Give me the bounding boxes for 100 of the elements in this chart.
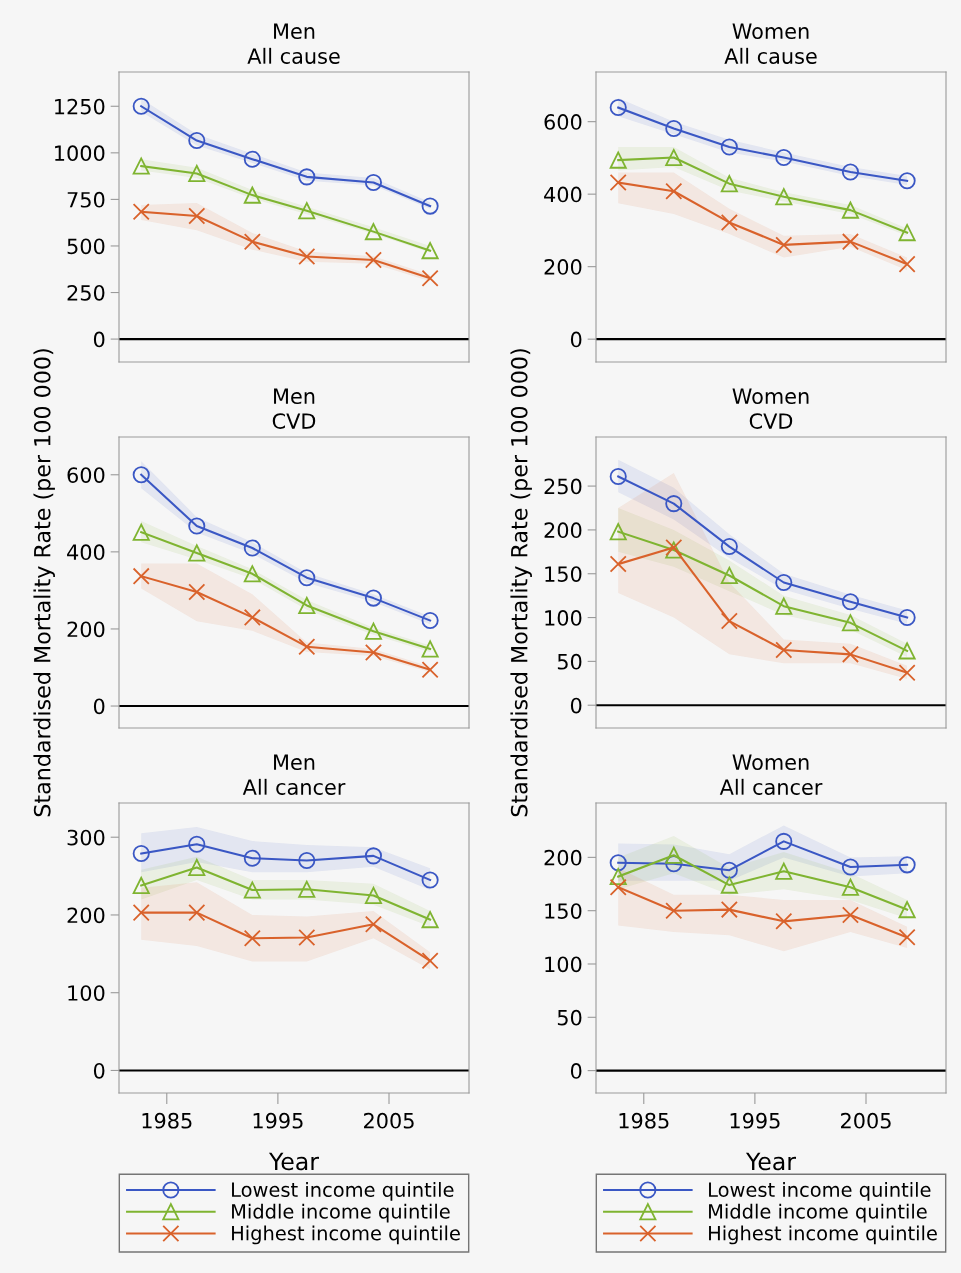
point: [775, 832, 793, 850]
point: [188, 164, 206, 183]
point: [421, 269, 439, 287]
point: [132, 876, 150, 894]
y-tick-label: 250: [67, 284, 105, 301]
point: [898, 901, 916, 919]
point: [720, 138, 738, 156]
x-tick-label: 2005: [364, 1112, 414, 1129]
y-tick-label: 50: [557, 1009, 582, 1026]
point: [609, 555, 627, 573]
chart-title: Women All cause: [724, 23, 817, 64]
point: [898, 224, 916, 242]
point: [720, 612, 738, 630]
legend-label: Highest income quintile: [232, 1225, 460, 1245]
point: [665, 846, 683, 864]
point: [609, 151, 627, 169]
point: [775, 641, 793, 659]
point: [243, 565, 261, 583]
y-tick-label: 200: [67, 907, 105, 924]
point: [364, 886, 382, 905]
point: [720, 175, 738, 193]
point: [720, 876, 738, 894]
point: [609, 174, 627, 192]
point: [132, 523, 150, 541]
point: [188, 517, 206, 535]
point: [720, 901, 738, 919]
y-tick-label: 300: [67, 829, 105, 846]
point: [364, 915, 382, 933]
x-tick-label: 1995: [253, 1112, 303, 1129]
point: [609, 467, 627, 485]
x-axis-title: Year: [745, 1152, 796, 1171]
point: [665, 149, 683, 167]
point: [421, 661, 439, 679]
point: [720, 213, 738, 231]
chart-title: Women All cancer: [719, 754, 823, 795]
point: [298, 851, 316, 870]
y-tick-label: 600: [67, 467, 105, 483]
point: [841, 614, 859, 632]
y-tick-label: 200: [544, 522, 582, 539]
point: [188, 904, 206, 922]
point: [298, 638, 316, 656]
point: [841, 163, 859, 181]
point: [421, 871, 439, 889]
y-tick-label: 600: [544, 114, 582, 130]
y-tick-label: 100: [545, 610, 582, 626]
point: [898, 609, 916, 627]
point: [841, 233, 859, 251]
chart-title: Men CVD: [272, 388, 316, 429]
y-tick-label: 1250: [55, 98, 105, 115]
point: [298, 202, 316, 220]
y-tick-label: 100: [545, 956, 582, 973]
point: [775, 597, 793, 615]
chart-title: Men All cause: [247, 23, 340, 64]
point: [188, 544, 206, 562]
point: [421, 952, 439, 970]
point: [775, 149, 793, 167]
point: [188, 835, 206, 853]
y-tick-label: 0: [93, 698, 105, 715]
point: [421, 242, 439, 260]
point: [775, 862, 793, 880]
point: [898, 642, 916, 660]
point: [243, 849, 261, 867]
point: [841, 645, 859, 663]
point: [298, 248, 316, 266]
y-tick-label: 100: [68, 985, 105, 1001]
legend-label: Middle income quintile: [232, 1203, 450, 1223]
y-tick-label: 150: [545, 566, 582, 582]
point: [775, 912, 793, 930]
point: [298, 569, 316, 587]
point: [609, 854, 627, 872]
point: [665, 495, 683, 513]
x-tick-label: 2005: [841, 1112, 891, 1129]
chart-title: Women CVD: [732, 388, 809, 429]
y-tick-label: 200: [544, 849, 582, 866]
chart-title: Men All cancer: [242, 754, 346, 795]
point: [132, 844, 150, 863]
point: [298, 928, 316, 947]
point: [421, 197, 439, 215]
y-tick-label: 150: [545, 903, 582, 919]
point: [841, 906, 859, 924]
y-tick-label: 750: [67, 191, 105, 208]
y-tick-label: 0: [93, 331, 105, 348]
point: [841, 878, 859, 896]
point: [298, 596, 316, 614]
legend-label: Highest income quintile: [709, 1225, 937, 1245]
y-tick-label: 250: [544, 478, 582, 495]
x-tick-label: 1985: [619, 1112, 669, 1129]
y-axis-title: Standardised Mortality Rate (per 100 000): [510, 349, 532, 817]
point: [132, 203, 150, 221]
point: [898, 664, 916, 682]
point: [364, 847, 382, 865]
point: [898, 856, 916, 874]
legend-label: Lowest income quintile: [709, 1181, 931, 1201]
y-tick-label: 200: [67, 621, 105, 638]
point: [188, 207, 206, 225]
point: [364, 589, 382, 607]
y-tick-label: 400: [67, 544, 105, 561]
point: [243, 150, 261, 168]
point: [421, 640, 439, 658]
point: [364, 251, 382, 269]
